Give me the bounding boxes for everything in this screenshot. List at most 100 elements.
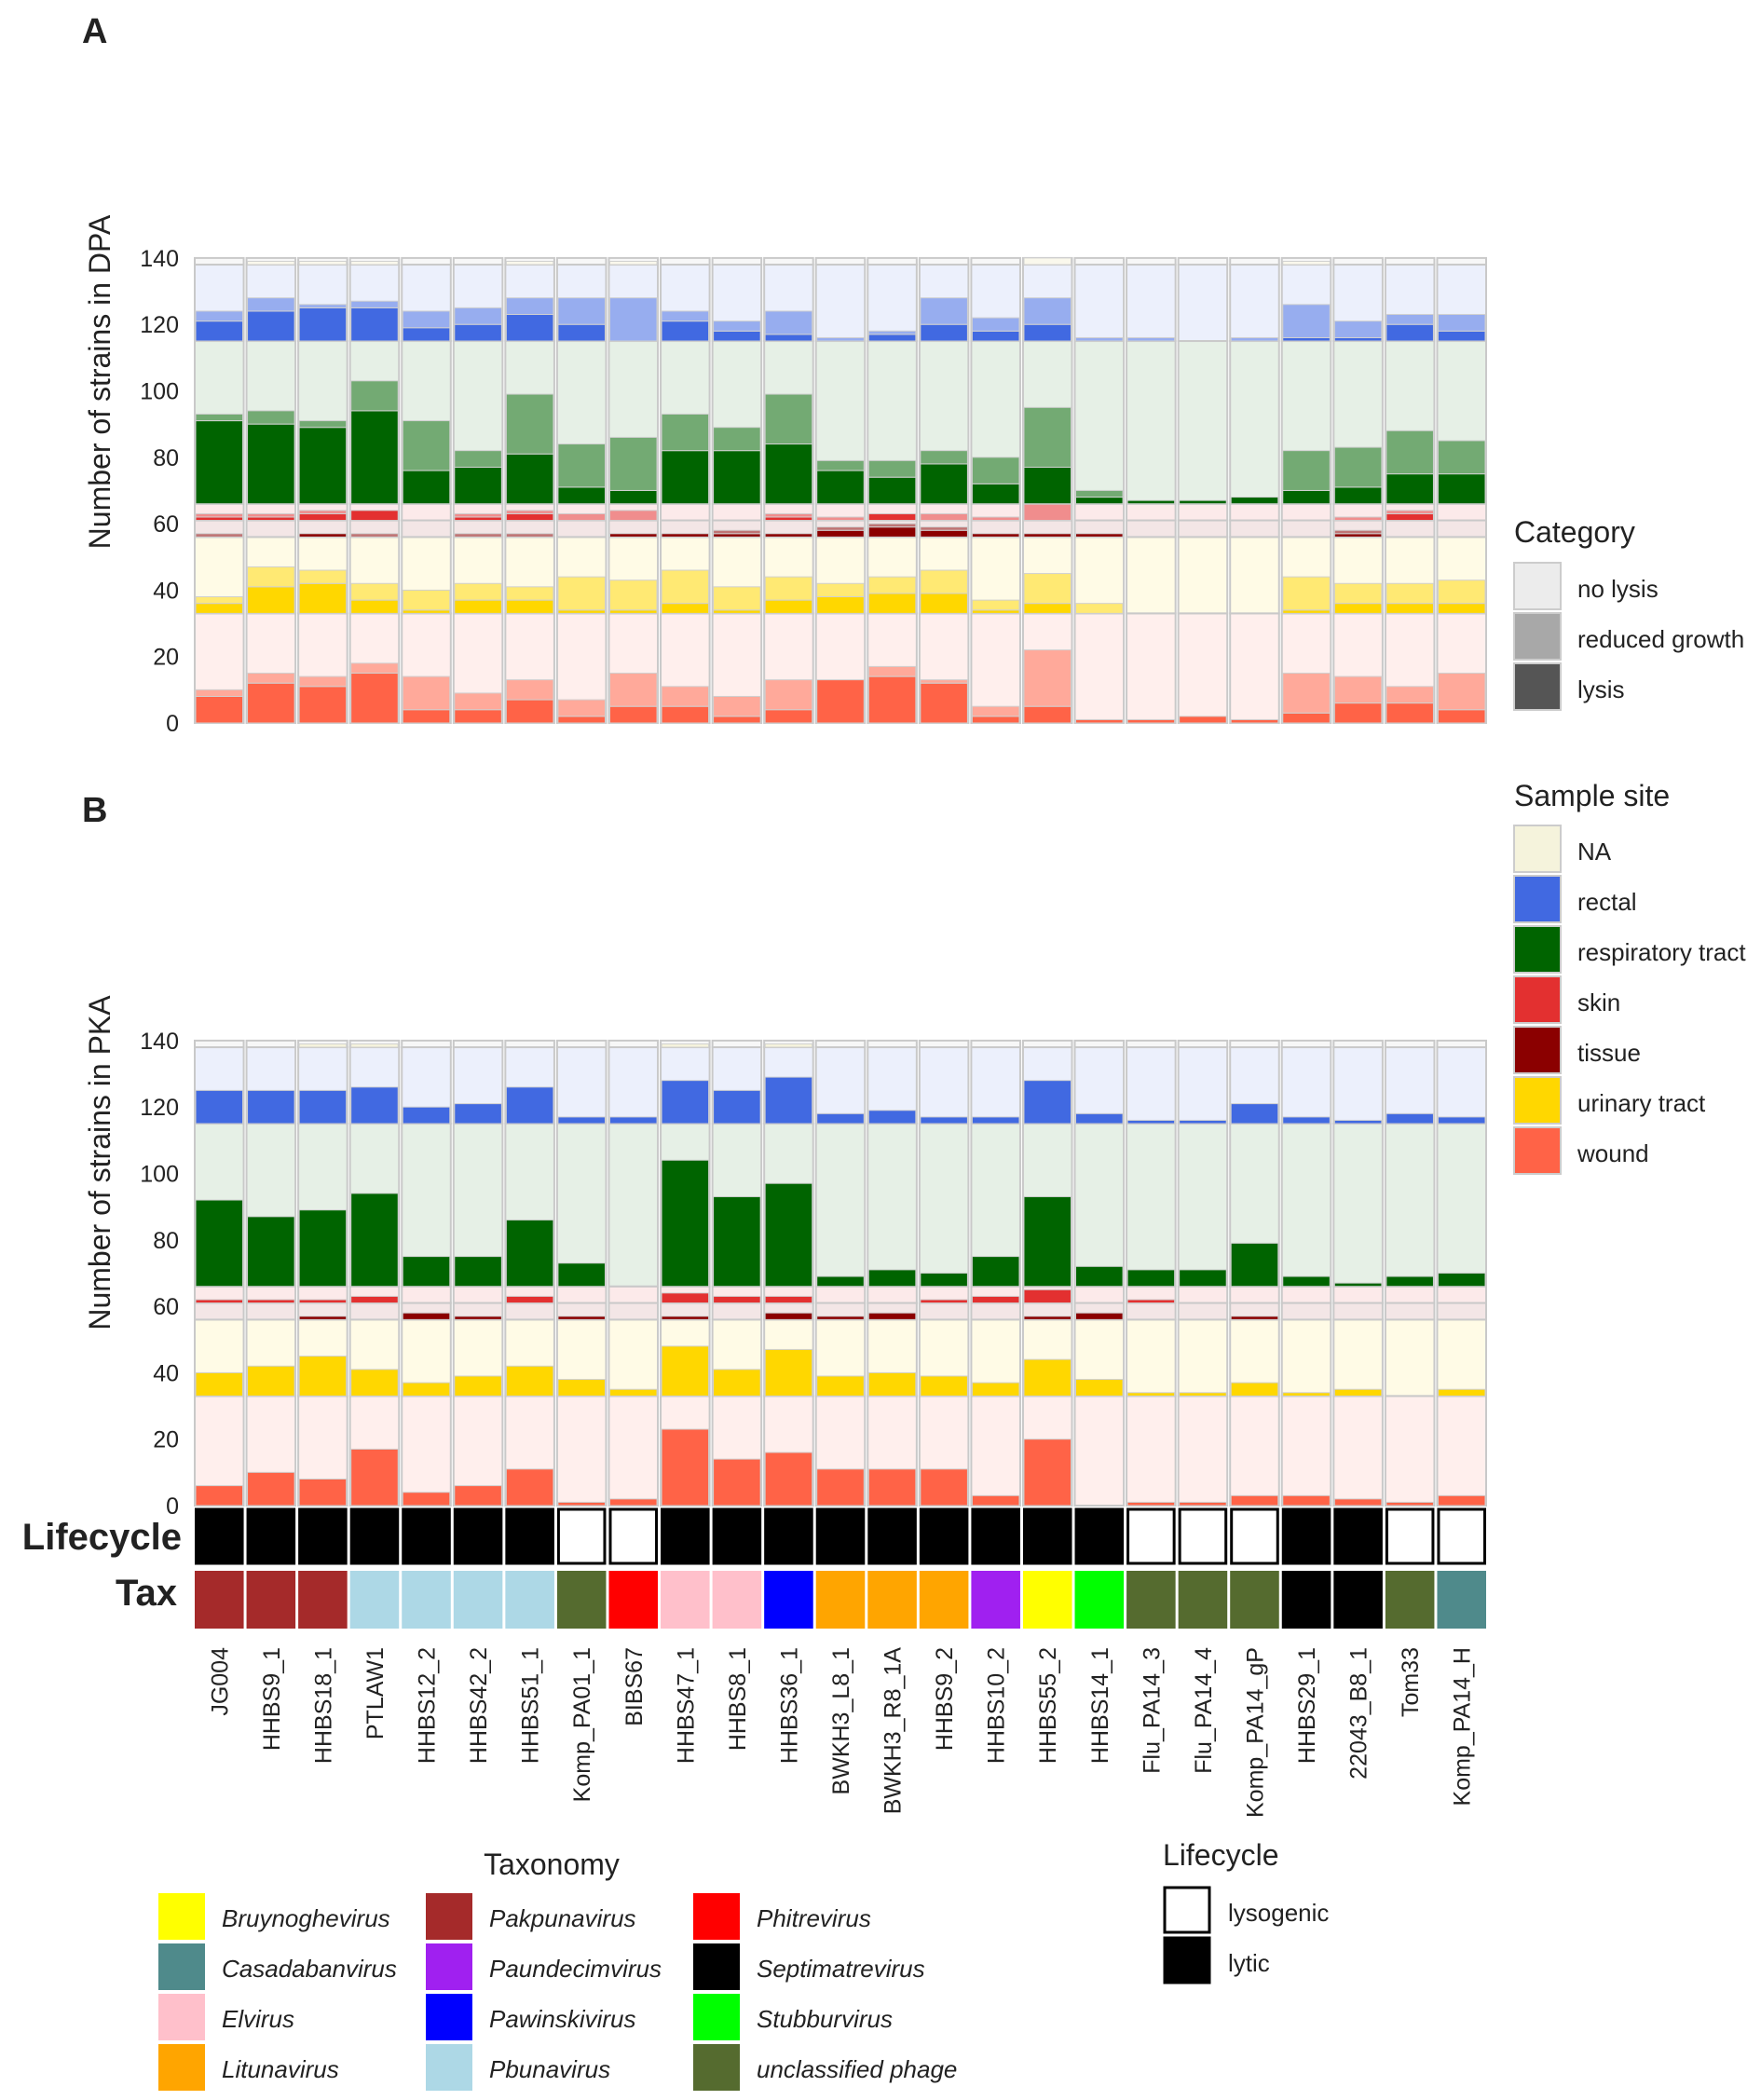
bar-reduced-growth <box>1230 336 1279 342</box>
bar-lysis <box>608 1116 658 1125</box>
legend-swatch <box>1513 1076 1562 1125</box>
bar-lysis <box>713 1195 761 1288</box>
legend-site-respiratory-tract: respiratory tract <box>1513 925 1746 974</box>
bar-lysis <box>971 330 1020 342</box>
bar-no-lysis <box>970 1046 1021 1125</box>
bar-lysis <box>247 586 295 614</box>
y-tick-label: 80 <box>153 445 179 471</box>
x-tick-label: HHBS18_1 <box>310 1647 336 1764</box>
bar-lysis <box>867 334 917 342</box>
lifecycle-cell <box>1230 1507 1279 1565</box>
bar-no-lysis <box>1073 536 1126 615</box>
category-legend-title: Category <box>1514 515 1635 549</box>
bar-no-lysis <box>970 1395 1021 1507</box>
bar-no-lysis <box>1436 502 1487 522</box>
bar-lysis <box>195 420 244 505</box>
bar-reduced-growth <box>195 596 244 605</box>
bar-reduced-growth <box>247 566 295 588</box>
bar-lysis <box>1126 1299 1176 1304</box>
bar-no-lysis <box>1384 1395 1436 1507</box>
bar-lysis <box>247 1299 295 1304</box>
bar-lysis <box>557 1379 606 1397</box>
bar-lysis <box>1023 1195 1072 1288</box>
lifecycle-cell <box>556 1507 607 1565</box>
legend-tax-stubburvirus: Stubburvirus <box>693 1994 893 2040</box>
bar-reduced-growth <box>1023 297 1072 325</box>
x-tick-labels: JG004 HHBS9_1 HHBS18_1 PTLAW1 HHBS12_2 HHBS42… <box>207 1647 1475 1818</box>
bar-lysis <box>454 466 502 505</box>
bar-lysis <box>816 470 865 505</box>
bar-no-lysis <box>1280 519 1332 539</box>
bar-no-lysis <box>555 256 607 266</box>
bar-lysis <box>713 1089 761 1125</box>
bar-no-lysis <box>1436 1285 1487 1304</box>
bar-lysis <box>1179 499 1227 505</box>
bar-lysis <box>816 1112 865 1125</box>
bar-lysis <box>661 1428 710 1507</box>
lifecycle-cell <box>1074 1507 1125 1565</box>
bar-lysis <box>661 705 710 724</box>
bar-reduced-growth <box>1437 673 1486 711</box>
lifecycle-cell <box>867 1507 917 1565</box>
bar-lysis <box>764 1348 813 1397</box>
legend-label: Stubburvirus <box>757 2005 893 2033</box>
bar-reduced-growth <box>713 529 761 535</box>
bar-lysis <box>195 603 244 614</box>
bar-lysis <box>1333 336 1383 342</box>
bar-lysis <box>764 599 813 614</box>
bar-lysis <box>971 1382 1020 1397</box>
bar-lysis <box>350 1193 399 1288</box>
bar-no-lysis <box>1384 1039 1436 1049</box>
legend-swatch <box>426 2044 472 2091</box>
bar-lysis <box>1023 1316 1072 1320</box>
legend-label: Septimatrevirus <box>757 1955 925 1983</box>
legend-label: urinary tract <box>1577 1089 1706 1117</box>
bar-lysis <box>713 533 761 538</box>
bar-reduced-growth <box>1075 336 1124 342</box>
bar-lysis <box>920 1468 968 1507</box>
bar-no-lysis <box>1126 264 1177 343</box>
bar-no-lysis <box>1126 1123 1177 1288</box>
legend-swatch <box>1163 1936 1211 1984</box>
bar-lysis <box>1179 716 1227 724</box>
bar-lysis <box>1282 1116 1331 1125</box>
bar-reduced-growth <box>1282 576 1331 611</box>
bar-no-lysis <box>1332 1123 1384 1288</box>
bar-no-lysis <box>1073 1039 1126 1049</box>
bar-lysis <box>1075 1112 1124 1125</box>
bar-lysis <box>1386 603 1434 614</box>
bar-reduced-growth <box>867 576 917 594</box>
bar-no-lysis <box>1126 612 1177 724</box>
bar-no-lysis <box>1126 1046 1177 1125</box>
bar-no-lysis <box>607 1395 660 1507</box>
y-tick-label: 20 <box>153 645 179 671</box>
bar-no-lysis <box>607 1285 660 1304</box>
bar-reduced-growth <box>1282 450 1331 491</box>
x-tick-label: HHBS55_2 <box>1035 1647 1061 1764</box>
bar-lysis <box>1437 1272 1486 1288</box>
legend-label: respiratory tract <box>1577 938 1746 966</box>
bar-lysis <box>195 695 244 724</box>
bar-lysis <box>971 716 1020 724</box>
bar-lysis <box>195 1089 244 1125</box>
bar-lysis <box>920 1272 968 1288</box>
panel-b-ylabel: Number of strains in PKA <box>83 995 116 1330</box>
bar-lysis <box>557 1116 606 1125</box>
bar-no-lysis <box>1021 1039 1073 1049</box>
bar-lysis <box>402 1382 451 1397</box>
bar-no-lysis <box>1436 1318 1487 1398</box>
lifecycle-cell <box>246 1507 296 1565</box>
bar-lysis <box>816 1468 865 1507</box>
bar-reduced-growth <box>920 297 968 325</box>
lifecycle-cell <box>298 1507 348 1565</box>
bar-lysis <box>1179 1269 1227 1288</box>
bar-reduced-growth <box>1437 580 1486 605</box>
bar-reduced-growth <box>557 512 606 522</box>
panel-a-ylabel: Number of strains in DPA <box>83 214 116 549</box>
bar-no-lysis <box>1280 502 1332 522</box>
bar-no-lysis <box>1332 1302 1384 1321</box>
bar-no-lysis <box>1280 1302 1332 1321</box>
bar-lysis <box>867 1371 917 1397</box>
bar-no-lysis <box>1229 502 1280 522</box>
